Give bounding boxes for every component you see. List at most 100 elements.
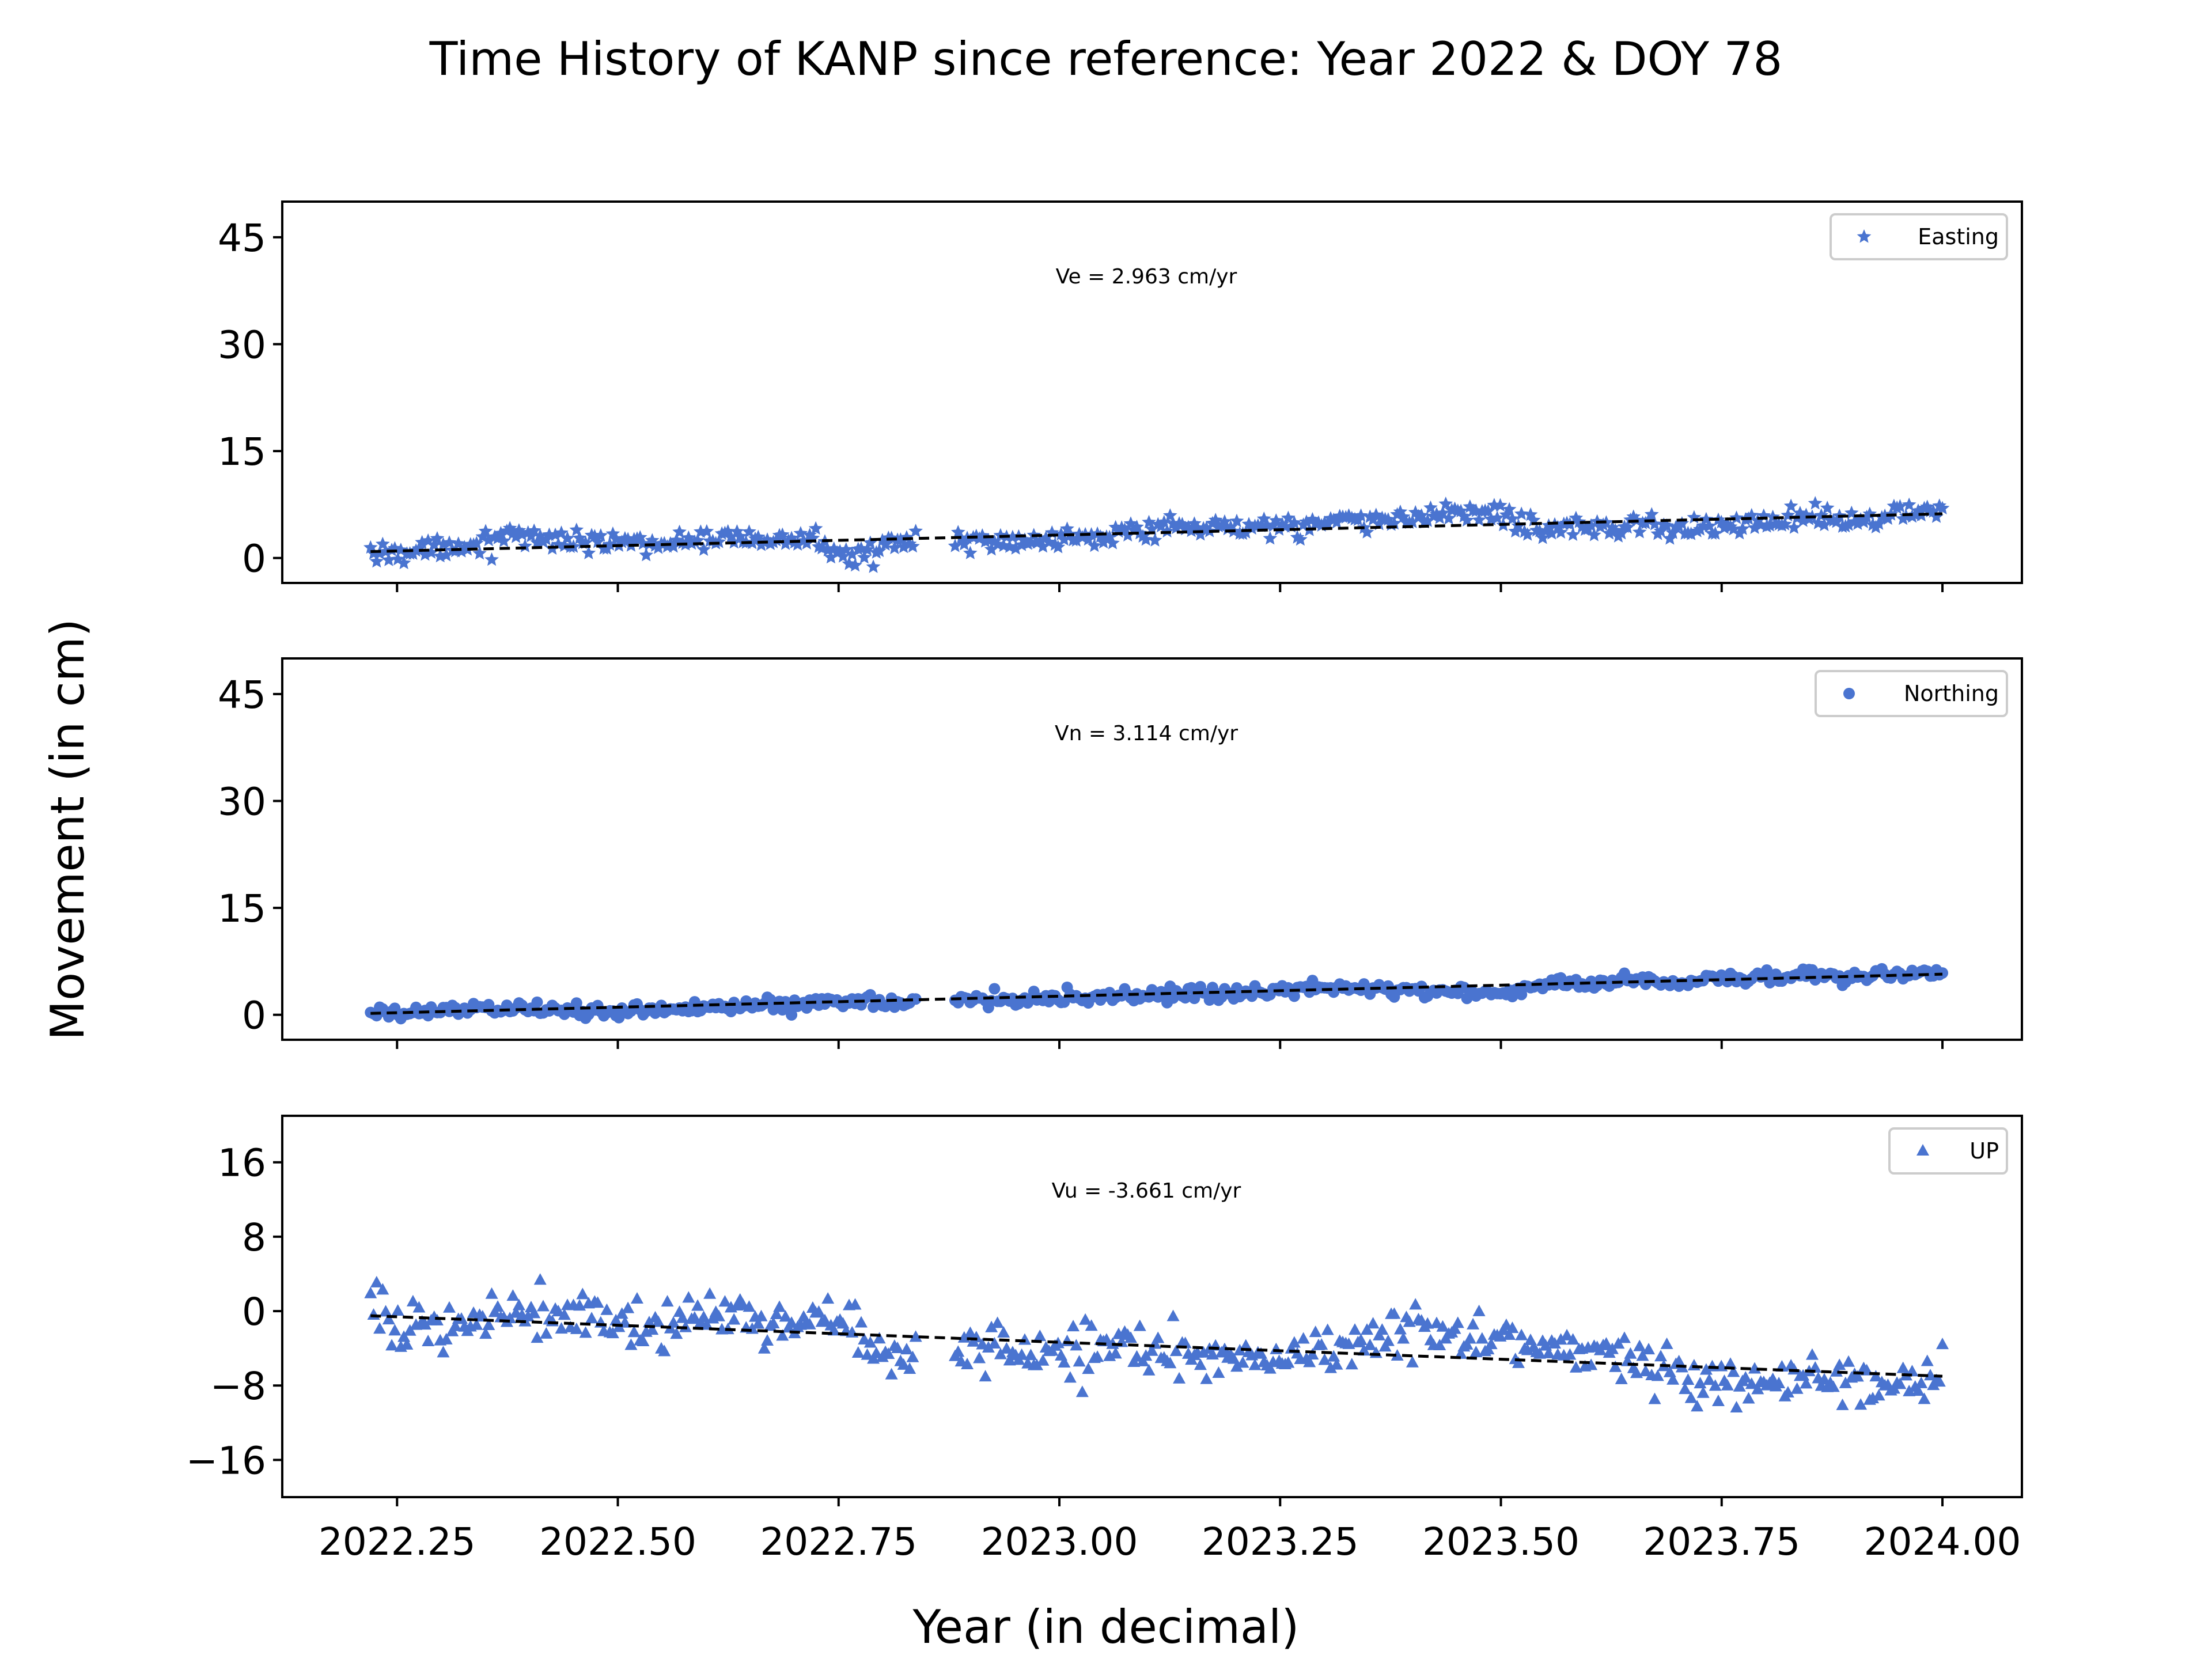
up-data-point (776, 1329, 789, 1341)
up-data-point (1015, 1348, 1028, 1360)
easting-data-point (1490, 510, 1505, 524)
northing-legend-label: Northing (1904, 681, 1999, 706)
easting-data-point (1929, 509, 1944, 523)
up-data-point (1548, 1336, 1562, 1349)
up-data-point (755, 1309, 768, 1321)
easting-data-point (1505, 511, 1520, 525)
up-data-point (718, 1295, 732, 1307)
up-data-point (646, 1323, 659, 1335)
easting-data-point (948, 539, 963, 552)
easting-data-point (887, 540, 902, 555)
up-data-point (855, 1316, 868, 1328)
up-data-point (1563, 1348, 1577, 1360)
up-y-tick-label: 8 (242, 1215, 266, 1260)
x-tick-label: 2022.75 (760, 1520, 917, 1564)
easting-data-point (1514, 506, 1529, 520)
easting-data-point (863, 535, 878, 549)
easting-data-point (896, 539, 911, 554)
northing-data-point (531, 996, 543, 1008)
up-data-point (982, 1341, 995, 1353)
up-data-point (1781, 1385, 1794, 1397)
easting-data-point (369, 554, 384, 568)
easting-data-point (1287, 515, 1302, 529)
up-data-point (1309, 1325, 1322, 1338)
up-data-point (1306, 1348, 1319, 1360)
up-data-point (437, 1346, 450, 1358)
up-data-point (558, 1308, 571, 1320)
up-data-point (1666, 1373, 1680, 1385)
easting-data-point (857, 550, 872, 564)
up-data-point (364, 1286, 377, 1298)
easting-data-point (484, 552, 499, 566)
up-y-tick-label: −8 (210, 1364, 266, 1408)
up-data-point (979, 1370, 992, 1382)
up-data-point (403, 1324, 416, 1336)
up-data-point (627, 1325, 641, 1338)
easting-data-point (1051, 540, 1066, 554)
x-tick-label: 2022.50 (539, 1520, 696, 1564)
northing-y-tick-label: 45 (218, 673, 266, 717)
up-data-point (906, 1350, 919, 1362)
up-data-point (661, 1295, 674, 1307)
up-data-point (528, 1306, 541, 1319)
up-data-point (985, 1320, 998, 1332)
up-data-point (1679, 1382, 1692, 1395)
easting-data-point (1056, 532, 1071, 546)
easting-data-point (1708, 526, 1723, 540)
up-data-point (1651, 1369, 1664, 1381)
easting-data-point (1069, 533, 1084, 547)
up-legend-label: UP (1969, 1138, 1999, 1164)
up-data-point (1164, 1357, 1177, 1369)
easting-data-point (1554, 525, 1568, 539)
northing-y-tick-label: 0 (242, 994, 266, 1038)
up-data-point (1282, 1356, 1295, 1368)
up-data-point (576, 1287, 589, 1300)
up-data-point (700, 1318, 713, 1330)
up-data-point (422, 1334, 435, 1346)
up-data-point (1472, 1304, 1486, 1316)
easting-data-point (878, 537, 893, 551)
up-data-point (1421, 1317, 1434, 1329)
easting-legend: Easting (1830, 213, 2008, 260)
easting-data-point (1354, 508, 1368, 522)
northing-data-point (1937, 967, 1949, 979)
up-data-point (406, 1294, 419, 1306)
easting-y-tick-label: 30 (218, 323, 266, 367)
up-data-point (1361, 1323, 1374, 1335)
up-data-point (1903, 1384, 1916, 1396)
up-data-point (637, 1335, 650, 1347)
up-data-point (1324, 1361, 1337, 1373)
easting-data-point (482, 532, 496, 547)
up-data-point (1872, 1389, 1885, 1401)
easting-data-point (1620, 520, 1635, 534)
up-data-point (1263, 1362, 1277, 1374)
up-data-point (849, 1298, 862, 1310)
up-data-point (1691, 1400, 1704, 1412)
up-data-point (1409, 1298, 1422, 1310)
easting-data-point (1808, 496, 1823, 510)
easting-y-tick-label: 0 (242, 537, 266, 581)
easting-data-point (1263, 531, 1278, 545)
up-data-point (1345, 1358, 1358, 1370)
up-data-point (373, 1322, 387, 1334)
easting-data-point (1008, 541, 1023, 555)
up-data-point (491, 1300, 505, 1312)
easting-data-point (1460, 513, 1474, 527)
up-data-point (682, 1291, 695, 1303)
up-data-point (652, 1315, 665, 1327)
up-data-point (964, 1326, 977, 1338)
up-velocity-label: Vu = -3.661 cm/yr (1052, 1179, 1241, 1203)
up-data-point (1893, 1377, 1907, 1389)
easting-data-point (509, 529, 523, 543)
easting-data-point (1405, 514, 1420, 528)
up-data-point (479, 1327, 493, 1339)
easting-legend-label: Easting (1918, 224, 1999, 249)
up-data-point (1363, 1338, 1377, 1350)
up-y-tick-label: 0 (242, 1290, 266, 1334)
easting-data-point (1193, 527, 1208, 541)
x-axis-label: Year (in decimal) (912, 1600, 1300, 1654)
easting-data-point (957, 536, 972, 551)
easting-data-point (1138, 532, 1153, 546)
up-data-point (391, 1304, 404, 1316)
